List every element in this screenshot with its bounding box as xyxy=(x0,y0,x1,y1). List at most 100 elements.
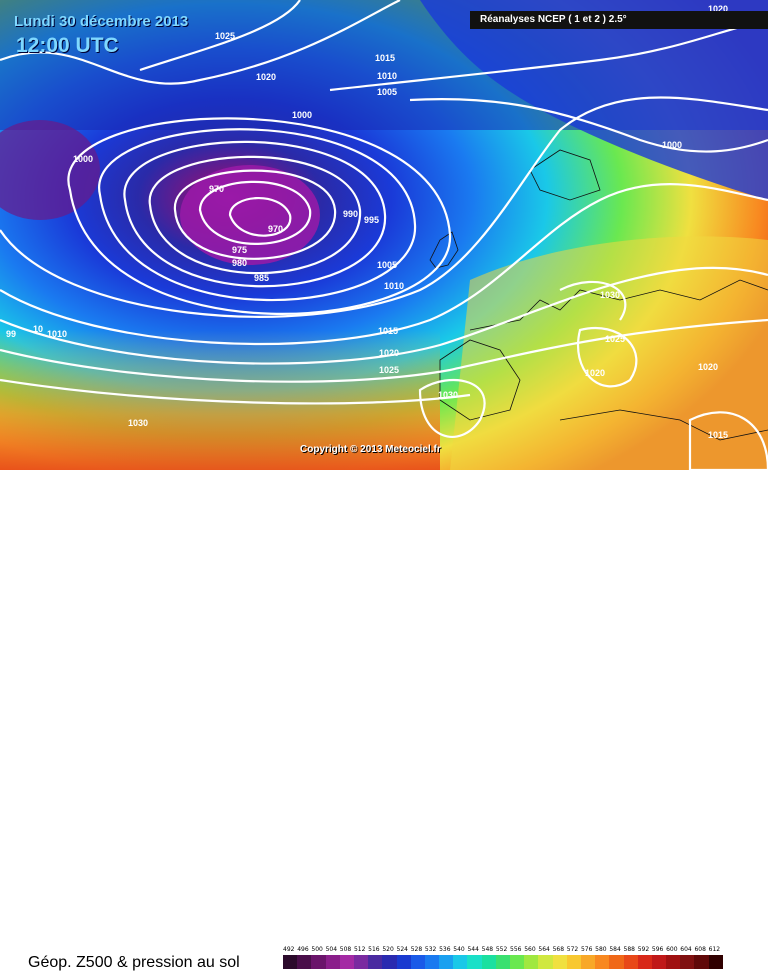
scale-label: 536 xyxy=(439,946,451,953)
scale-label: 600 xyxy=(666,946,678,953)
scale-swatch xyxy=(424,955,440,969)
scale-swatch xyxy=(495,955,510,969)
isobar-label: 1005 xyxy=(377,260,397,270)
scale-label: 612 xyxy=(708,946,721,953)
scale-swatch xyxy=(708,955,723,969)
scale-swatch xyxy=(566,955,581,969)
scale-label: 544 xyxy=(467,946,479,953)
pressure-map: 1025 1020 1000 1000 1015 1010 1005 1000 … xyxy=(0,0,768,470)
scale-swatch xyxy=(481,955,496,969)
scale-swatch xyxy=(396,955,411,969)
scale-label: 532 xyxy=(424,946,437,953)
isobar-label: 1020 xyxy=(256,72,276,82)
map-date: Lundi 30 décembre 2013 xyxy=(14,13,189,30)
scale-label: 508 xyxy=(339,946,352,953)
isobar-label: 995 xyxy=(364,215,379,225)
isobar-label: 980 xyxy=(232,258,247,268)
isobar-label: 1005 xyxy=(377,87,397,97)
color-scale-labels: 492 496 500 504 508 512 516 520 524 528 532 536 540 5… xyxy=(283,946,723,953)
isobar-label: 1000 xyxy=(662,140,682,150)
scale-swatch xyxy=(382,955,397,969)
scale-swatch xyxy=(353,955,369,969)
isobar-label: 1020 xyxy=(708,4,728,14)
isobar-label: 985 xyxy=(254,273,269,283)
isobar-label: 1020 xyxy=(379,348,399,358)
scale-swatch xyxy=(651,955,667,969)
scale-label: 596 xyxy=(651,946,664,953)
scale-swatch xyxy=(609,955,624,969)
scale-swatch xyxy=(311,955,326,969)
scale-swatch xyxy=(368,955,383,969)
scale-label: 516 xyxy=(368,946,380,953)
scale-label: 500 xyxy=(311,946,323,953)
scale-swatch xyxy=(580,955,596,969)
northwest-trough xyxy=(0,120,100,220)
scale-swatch xyxy=(510,955,525,969)
isobar-label: 1030 xyxy=(128,418,148,428)
scale-label: 520 xyxy=(382,946,394,953)
isobar-label: 1000 xyxy=(292,110,312,120)
scale-label: 576 xyxy=(580,946,593,953)
scale-label: 528 xyxy=(410,946,423,953)
scale-swatch xyxy=(680,955,695,969)
scale-label: 496 xyxy=(297,946,309,953)
scale-swatch xyxy=(637,955,652,969)
scale-swatch xyxy=(283,955,298,969)
scale-label: 548 xyxy=(481,946,494,953)
isobar-label: 10 xyxy=(33,324,43,334)
isobar-label: 970 xyxy=(268,224,283,234)
scale-label: 524 xyxy=(396,946,408,953)
scale-swatch xyxy=(439,955,454,969)
isobar-label: 1015 xyxy=(375,53,395,63)
map-caption: Géop. Z500 & pression au sol xyxy=(28,954,240,971)
scale-label: 556 xyxy=(510,946,522,953)
scale-label: 584 xyxy=(609,946,621,953)
scale-swatch xyxy=(453,955,468,969)
source-badge: Réanalyses NCEP ( 1 et 2 ) 2.5° xyxy=(470,11,768,29)
legend-footer: Géop. Z500 & pression au sol 492 496 500 50… xyxy=(0,470,768,971)
scale-swatch xyxy=(325,955,340,969)
isobar-label: 1025 xyxy=(605,334,625,344)
isobar-label: 1010 xyxy=(384,281,404,291)
isobar-label: 1010 xyxy=(377,71,397,81)
scale-swatch xyxy=(339,955,354,969)
isobar-label: 1020 xyxy=(698,362,718,372)
scale-label: 608 xyxy=(694,946,706,953)
scale-label: 580 xyxy=(595,946,607,953)
scale-swatch xyxy=(297,955,312,969)
scale-swatch xyxy=(538,955,553,969)
isobar-label: 1030 xyxy=(438,390,458,400)
isobar-label: 1030 xyxy=(600,290,620,300)
isobar-label: 1015 xyxy=(708,430,728,440)
scale-label: 552 xyxy=(495,946,508,953)
scale-label: 492 xyxy=(283,946,295,953)
isobar-label: 1015 xyxy=(378,326,398,336)
color-scale-bar xyxy=(283,955,723,969)
isobar-label: 1010 xyxy=(47,329,67,339)
scale-swatch xyxy=(623,955,638,969)
east-yellow xyxy=(450,236,768,470)
scale-label: 604 xyxy=(680,946,692,953)
scale-swatch xyxy=(552,955,567,969)
scale-label: 564 xyxy=(538,946,550,953)
scale-label: 512 xyxy=(353,946,366,953)
color-scale: 492 496 500 504 508 512 516 520 524 528 532 536 540 5… xyxy=(283,946,723,969)
isobar-label: 990 xyxy=(343,209,358,219)
isobar-label: 1025 xyxy=(379,365,399,375)
south-warm-band xyxy=(0,330,440,470)
isobar-label: 1000 xyxy=(73,154,93,164)
scale-swatch xyxy=(666,955,681,969)
scale-label: 540 xyxy=(453,946,465,953)
copyright-notice: Copyright © 2013 Meteociel.fr xyxy=(300,444,441,455)
scale-swatch xyxy=(410,955,425,969)
isobar-label: 970 xyxy=(209,184,224,194)
scale-label: 588 xyxy=(623,946,635,953)
scale-label: 504 xyxy=(325,946,338,953)
scale-swatch xyxy=(694,955,709,969)
isobar-label: 1020 xyxy=(585,368,605,378)
isobar-label: 1025 xyxy=(215,31,235,41)
scale-label: 572 xyxy=(566,946,579,953)
scale-label: 592 xyxy=(637,946,650,953)
isobar-label: 975 xyxy=(232,245,247,255)
map-time: 12:00 UTC xyxy=(16,34,119,57)
